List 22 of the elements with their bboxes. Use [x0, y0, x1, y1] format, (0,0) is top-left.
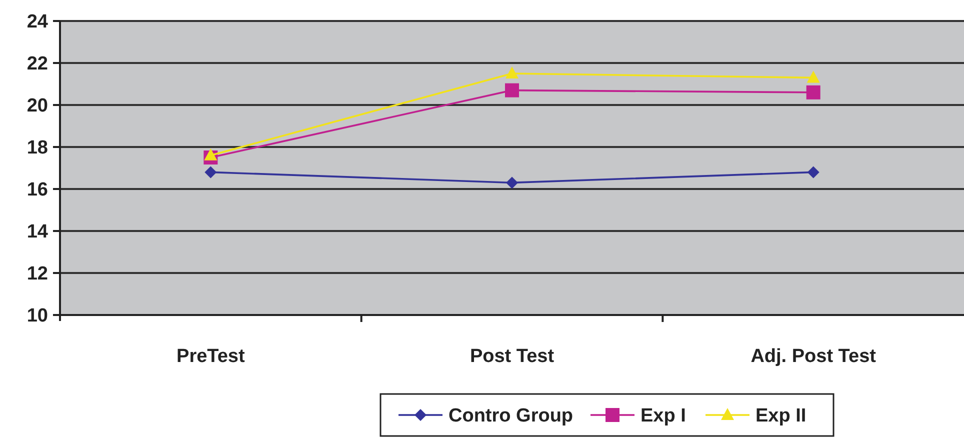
point [506, 176, 518, 189]
point [806, 70, 820, 83]
legend-label: Contro Group [448, 406, 574, 427]
point [204, 166, 217, 178]
x-tick-label: Adj. Post Test [750, 346, 877, 367]
point [807, 166, 820, 178]
x-tick-label: Post Test [470, 346, 555, 367]
y-tick-label: 12 [26, 264, 48, 285]
y-tick-label: 16 [26, 180, 48, 201]
point [505, 83, 519, 98]
point [506, 66, 518, 78]
y-tick-label: 14 [26, 222, 48, 243]
y-tick-label: 18 [26, 138, 48, 159]
legend-label: Exp I [640, 406, 686, 427]
point [806, 85, 820, 100]
y-tick-label: 22 [26, 54, 48, 75]
y-tick-label: 10 [26, 306, 48, 327]
x-tick-label: PreTest [176, 346, 246, 367]
point [204, 148, 218, 160]
y-tick-label: 20 [26, 96, 48, 117]
legend-label: Exp II [756, 406, 806, 427]
y-tick-label: 24 [26, 12, 48, 33]
